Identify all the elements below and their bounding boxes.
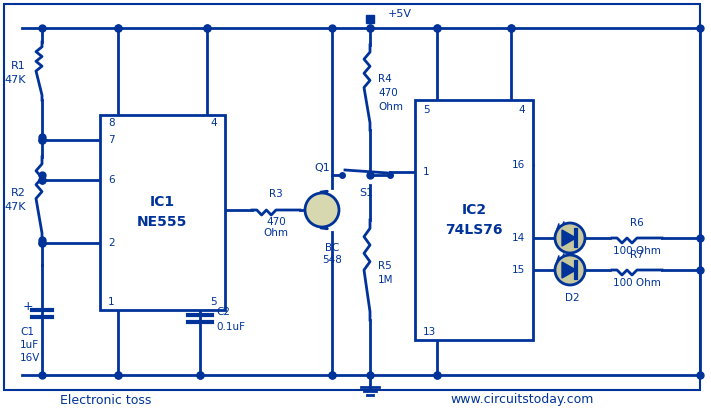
Text: 15: 15 (512, 265, 525, 275)
Text: R7: R7 (630, 250, 644, 260)
Text: 470: 470 (266, 217, 286, 227)
Text: 5: 5 (423, 105, 429, 115)
Text: R4: R4 (378, 74, 392, 84)
Text: 548: 548 (322, 255, 342, 265)
Text: NE555: NE555 (137, 215, 187, 229)
Circle shape (555, 223, 585, 253)
Text: 1M: 1M (378, 275, 393, 285)
Polygon shape (562, 262, 576, 278)
Text: 47K: 47K (4, 75, 26, 85)
Text: Q1: Q1 (314, 163, 330, 173)
Text: 8: 8 (108, 118, 114, 128)
Text: R3: R3 (269, 189, 283, 199)
Text: 4: 4 (210, 118, 217, 128)
Bar (415, 100, 533, 340)
Text: 1: 1 (108, 297, 114, 307)
Text: 16V: 16V (20, 353, 41, 363)
Text: 1: 1 (423, 167, 429, 177)
Text: 4: 4 (518, 105, 525, 115)
Text: Ohm: Ohm (378, 102, 403, 112)
Text: 13: 13 (423, 327, 437, 337)
Text: 100 Ohm: 100 Ohm (613, 246, 661, 256)
Polygon shape (562, 230, 576, 246)
Text: www.circuitstoday.com: www.circuitstoday.com (450, 394, 594, 407)
Text: 0.1uF: 0.1uF (216, 322, 245, 332)
Text: IC2: IC2 (461, 203, 486, 217)
Text: 6: 6 (108, 175, 114, 185)
Circle shape (555, 255, 585, 285)
Text: C1: C1 (20, 327, 34, 337)
Text: 16: 16 (512, 160, 525, 170)
Text: 7: 7 (108, 135, 114, 145)
Text: 470: 470 (378, 88, 397, 98)
Text: 2: 2 (108, 238, 114, 248)
Text: D2: D2 (565, 293, 579, 303)
Text: 47K: 47K (4, 202, 26, 212)
Text: 100 Ohm: 100 Ohm (613, 278, 661, 288)
Text: 14: 14 (512, 233, 525, 243)
Bar (366, 15, 374, 23)
Bar (100, 115, 225, 310)
Circle shape (305, 193, 339, 227)
Text: +: + (23, 301, 33, 314)
Text: Ohm: Ohm (264, 228, 289, 238)
Text: S1: S1 (359, 188, 373, 198)
Text: R1: R1 (11, 61, 26, 71)
Text: D1: D1 (565, 261, 579, 271)
Text: 1uF: 1uF (20, 340, 39, 350)
Text: +5V: +5V (388, 9, 412, 19)
Text: C2: C2 (216, 307, 230, 317)
Text: R6: R6 (630, 218, 644, 228)
Text: IC1: IC1 (149, 195, 175, 209)
Text: 5: 5 (210, 297, 217, 307)
Text: R5: R5 (378, 261, 392, 271)
Text: 74LS76: 74LS76 (445, 223, 503, 237)
Text: R2: R2 (11, 188, 26, 198)
Text: Electronic toss: Electronic toss (60, 394, 151, 407)
Text: BC: BC (325, 243, 339, 253)
